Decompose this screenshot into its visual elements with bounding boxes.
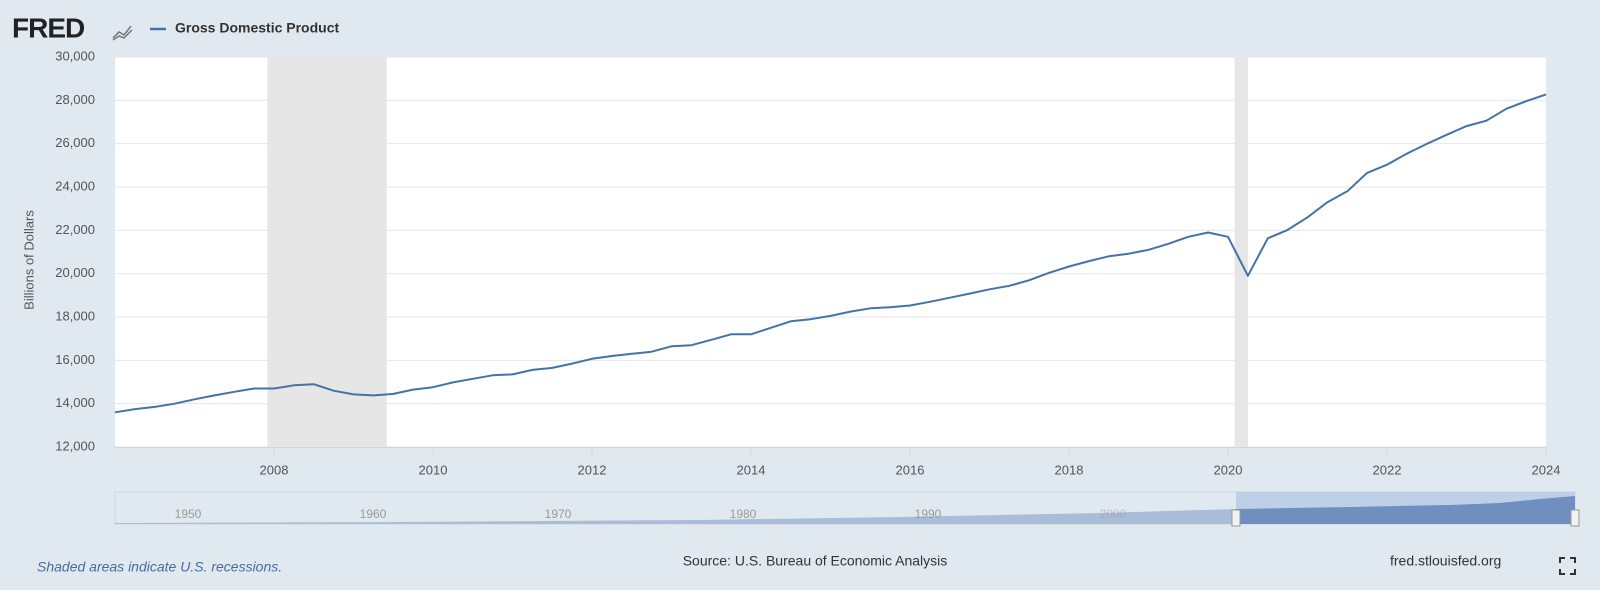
fullscreen-button[interactable] [1559,557,1576,575]
navigator-tick-label: 1980 [730,507,757,521]
x-tick-label: 2014 [737,462,766,477]
navigator-labels: 1950 1960 1970 1980 1990 2000 [175,507,1127,521]
y-tick-label: 24,000 [55,178,95,193]
source: Source: U.S. Bureau of Economic Analysis [683,553,948,569]
y-tick-label: 22,000 [55,222,95,237]
navigator-selected-area [1236,496,1575,524]
x-tick-label: 2010 [419,462,448,477]
brand-logo: FRED [12,12,85,43]
navigator-handle[interactable] [1570,509,1580,527]
y-tick-label: 14,000 [55,395,95,410]
y-tick-label: 20,000 [55,265,95,280]
navigator-tick-label: 1960 [360,507,387,521]
site-url: fred.stlouisfed.org [1390,553,1501,569]
x-tick-label: 2020 [1214,462,1243,477]
navigator-handle[interactable] [1231,509,1241,527]
y-tick-label: 30,000 [55,48,95,63]
recession-note: Shaded areas indicate U.S. recessions. [37,559,282,575]
navigator [114,491,1580,527]
x-tick-label: 2018 [1055,462,1084,477]
data-line [114,93,1547,414]
y-axis-title: Billions of Dollars [21,210,36,310]
y-tick-label: 28,000 [55,92,95,107]
navigator-tick-label: 1950 [175,507,202,521]
logo-icon [112,25,133,41]
navigator-area [115,509,1236,524]
y-tick-label: 18,000 [55,308,95,323]
plot-area: 12,000 14,000 16,000 18,000 20,000 22,000 24,0… [55,48,1560,477]
x-tick-label: 2022 [1373,462,1402,477]
legend-label: Gross Domestic Product [175,20,339,36]
recession-band [267,57,387,447]
navigator-tick-label: 2000 [1100,507,1127,521]
x-tick-label: 2024 [1532,462,1561,477]
x-tick-label: 2008 [260,462,289,477]
navigator-tick-label: 1970 [545,507,572,521]
y-tick-label: 12,000 [55,438,95,453]
y-tick-label: 26,000 [55,135,95,150]
x-tick-label: 2016 [896,462,925,477]
x-tick-label: 2012 [578,462,607,477]
y-tick-label: 16,000 [55,352,95,367]
navigator-tick-label: 1990 [915,507,942,521]
recession-band [1234,57,1248,447]
